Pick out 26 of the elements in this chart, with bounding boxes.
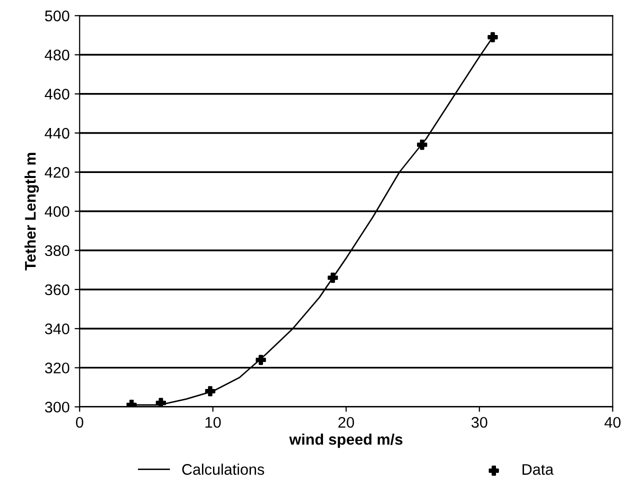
x-tick-label: 30	[471, 416, 488, 428]
y-tick-label: 300	[44, 402, 70, 413]
y-tick-label: 460	[44, 88, 70, 100]
x-axis-title: wind speed m/s	[289, 434, 402, 448]
x-tick-label: 10	[206, 416, 221, 428]
point	[328, 272, 338, 283]
y-tick-label: 380	[44, 245, 70, 256]
legend-label: Data	[522, 464, 554, 475]
y-tick-label: 340	[44, 323, 70, 334]
point	[417, 140, 428, 150]
y-tick-label: 400	[44, 206, 70, 217]
y-tick-label: 420	[44, 166, 70, 178]
point	[205, 386, 216, 396]
y-tick-label: 480	[44, 50, 70, 60]
point	[156, 398, 166, 407]
y-tick-label: 320	[44, 362, 70, 374]
x-tick-label: 40	[604, 416, 621, 428]
x-tick-label: 0	[76, 416, 84, 428]
point	[256, 354, 266, 365]
legend-label: Calculations	[182, 464, 264, 475]
y-axis-title: Tether Length m	[24, 152, 39, 270]
y-tick-label: 440	[44, 128, 70, 139]
point	[488, 32, 498, 42]
y-tick-label: 500	[45, 10, 70, 22]
y-tick-label: 360	[44, 284, 70, 296]
x-tick-label: 20	[338, 416, 354, 428]
